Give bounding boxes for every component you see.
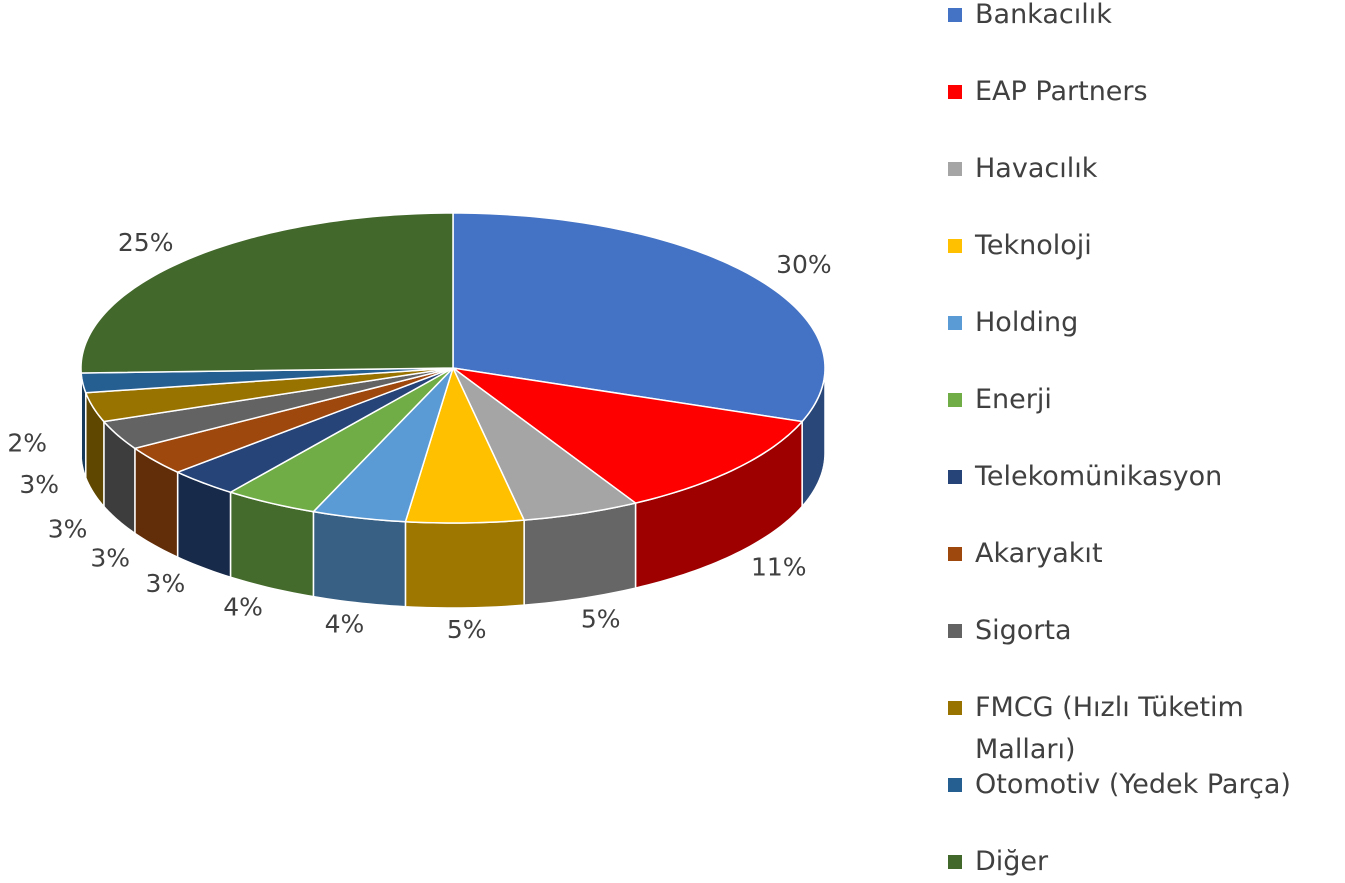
data-label: 5%	[581, 604, 621, 633]
legend-item: Holding	[948, 302, 1338, 344]
data-label: 3%	[48, 514, 88, 543]
legend-swatch	[948, 778, 962, 792]
legend-item: Diğer	[948, 841, 1338, 883]
legend-item: Otomotiv (Yedek Parça)	[948, 764, 1338, 806]
data-label: 4%	[325, 609, 365, 638]
data-label: 2%	[7, 428, 47, 457]
data-label: 3%	[146, 569, 186, 598]
legend-label: Otomotiv (Yedek Parça)	[975, 764, 1325, 806]
legend-label: Telekomünikasyon	[975, 456, 1325, 498]
legend-item: Bankacılık	[948, 0, 1338, 36]
legend-swatch	[948, 316, 962, 330]
slice-tops	[81, 213, 825, 523]
legend-swatch	[948, 470, 962, 484]
legend-swatch	[948, 393, 962, 407]
legend-swatch	[948, 8, 962, 22]
legend-swatch	[948, 85, 962, 99]
slice-side	[405, 520, 524, 608]
legend-swatch	[948, 547, 962, 561]
data-label: 11%	[751, 553, 807, 582]
legend-label: Teknoloji	[975, 225, 1325, 267]
legend-swatch	[948, 701, 962, 715]
legend-item: Teknoloji	[948, 225, 1338, 267]
legend-item: Telekomünikasyon	[948, 456, 1338, 498]
legend-label: Diğer	[975, 841, 1325, 883]
data-label: 3%	[19, 470, 59, 499]
data-label: 3%	[90, 544, 130, 573]
data-label: 25%	[118, 228, 174, 257]
legend-swatch	[948, 162, 962, 176]
legend-item: Akaryakıt	[948, 533, 1338, 575]
slice-side	[313, 512, 405, 607]
legend-label: EAP Partners	[975, 71, 1325, 113]
legend-label: Havacılık	[975, 148, 1325, 190]
legend-label: Akaryakıt	[975, 533, 1325, 575]
legend-label: Enerji	[975, 379, 1325, 421]
legend-swatch	[948, 855, 962, 869]
legend-swatch	[948, 239, 962, 253]
legend-label: Bankacılık	[975, 0, 1325, 36]
legend-label: Sigorta	[975, 610, 1325, 652]
legend-item: FMCG (Hızlı Tüketim Malları)	[948, 687, 1338, 771]
legend-label: FMCG (Hızlı Tüketim Malları)	[975, 687, 1325, 771]
legend-item: EAP Partners	[948, 71, 1338, 113]
data-label: 30%	[776, 250, 832, 279]
legend-item: Havacılık	[948, 148, 1338, 190]
legend-item: Sigorta	[948, 610, 1338, 652]
data-label: 4%	[223, 592, 263, 621]
legend-swatch	[948, 624, 962, 638]
legend-item: Enerji	[948, 379, 1338, 421]
data-label: 5%	[447, 615, 487, 644]
legend-label: Holding	[975, 302, 1325, 344]
chart: 30%11%5%5%4%4%3%3%3%3%2%25%	[0, 0, 920, 879]
